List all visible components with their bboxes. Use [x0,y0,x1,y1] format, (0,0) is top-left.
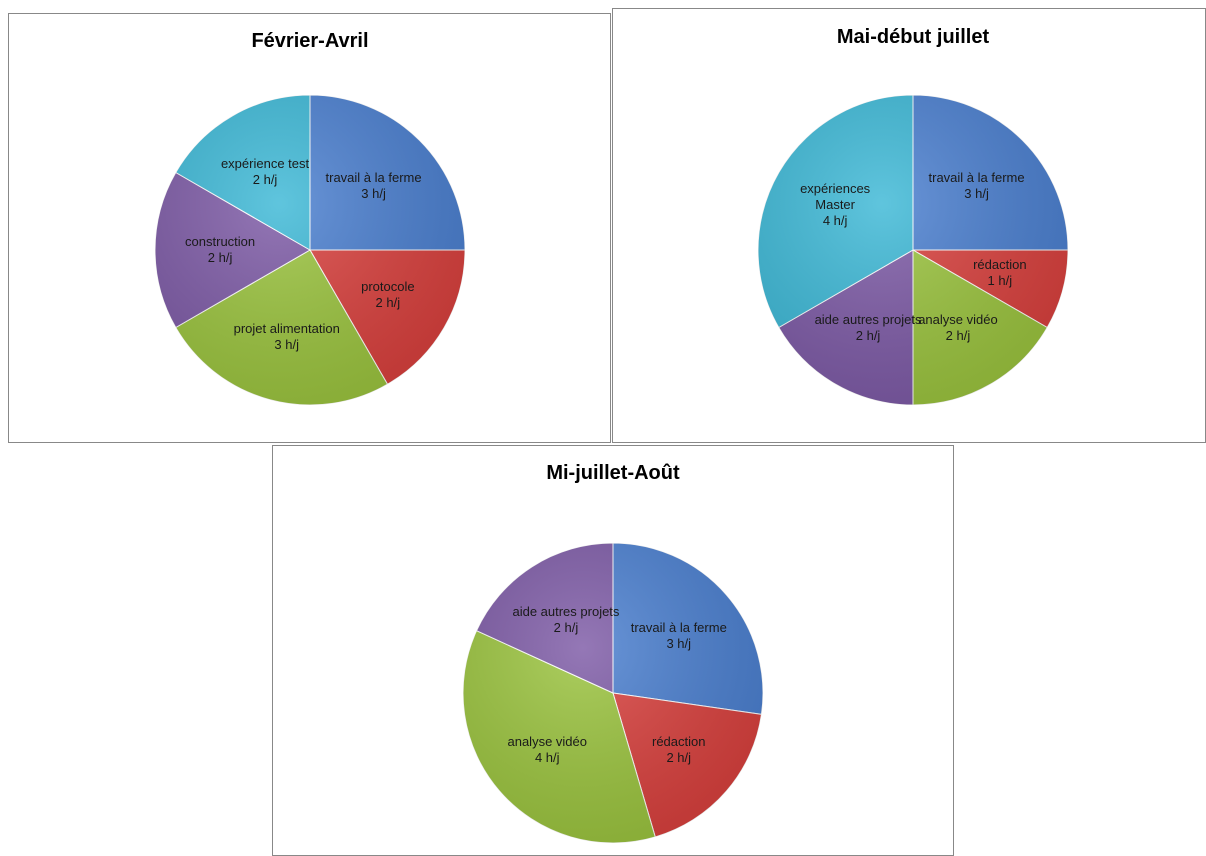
slice-value: 2 h/j [945,327,971,343]
slice-value: 3 h/j [666,636,692,652]
slice-category: analyse vidéo [918,311,998,327]
slice-label: travail à la ferme 3 h/j [624,620,734,652]
slice-category: aide autres projets [512,603,620,619]
slice-label: aide autres projets 2 h/j [813,312,923,344]
slice-value: 2 h/j [553,619,579,635]
slice-category: expérience test [220,156,310,172]
slice-value: 4 h/j [822,213,848,229]
slice-category: aide autres projets [814,311,922,327]
slice-value: 2 h/j [207,250,233,265]
slice-label: aide autres projets 2 h/j [511,604,621,636]
slice-category: travail à la ferme [325,170,422,186]
slice-category: protocole [361,278,415,294]
slice-value: 3 h/j [274,336,299,352]
slice-label: rédaction 1 h/j [945,257,1055,289]
slice-label: analyse vidéo 2 h/j [903,312,1013,344]
slice-label: expérience test 2 h/j [210,156,320,188]
chart-title: Mi-juillet-Août [546,462,680,484]
chart-title: Février-Avril [251,30,369,52]
slice-value: 3 h/j [964,186,989,202]
slice-label: travail à la ferme 3 h/j [922,170,1032,202]
slice-category: rédaction [652,733,706,749]
slice-category: rédaction [973,257,1027,273]
slice-category: travail à la ferme [928,170,1025,186]
slice-value: 3 h/j [361,186,386,202]
slice-category: analyse vidéo [507,733,587,749]
slice-category: construction [185,234,256,249]
slice-label: projet alimentation 3 h/j [232,321,342,353]
slice-value: 2 h/j [666,749,692,765]
slice-label: rédaction 2 h/j [624,734,734,766]
chart-title: Mai-début juillet [836,26,990,48]
slice-value: 4 h/j [534,749,560,765]
slice-value: 1 h/j [987,273,1013,289]
slice-label: expériences Master 4 h/j [780,181,890,229]
slice-label: analyse vidéo 4 h/j [492,734,602,766]
slice-label: protocole 2 h/j [333,279,443,311]
slice-label: construction 2 h/j [165,234,275,266]
slice-category: travail à la ferme [630,620,727,636]
slice-category: expériences Master [800,181,871,213]
slice-category: projet alimentation [233,320,340,336]
slice-label: travail à la ferme 3 h/j [319,170,429,202]
slice-value: 2 h/j [855,327,881,343]
slice-value: 2 h/j [252,172,278,188]
slice-value: 2 h/j [375,294,401,310]
